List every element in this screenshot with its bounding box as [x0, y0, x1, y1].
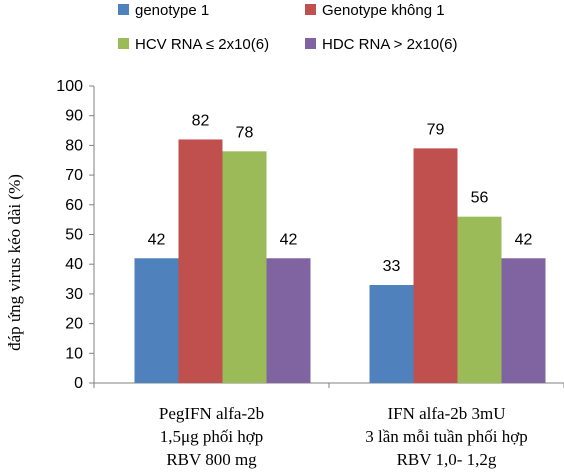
bar: [369, 284, 414, 383]
bar: [413, 148, 458, 383]
x-category-label: IFN alfa-2b 3mU: [387, 404, 505, 423]
data-label: 42: [148, 231, 166, 248]
y-tick-label: 80: [65, 137, 83, 154]
y-tick-label: 90: [65, 108, 83, 125]
y-tick-label: 20: [65, 316, 83, 333]
y-tick-label: 0: [74, 375, 83, 392]
x-category-label: PegIFN alfa-2b: [159, 404, 264, 423]
y-tick-label: 100: [56, 78, 83, 95]
y-tick-label: 30: [65, 286, 83, 303]
plot-area: 0 10 20 30 40 50 60 70 80 90 100 42 82 78 42 PegIFN alf…: [5, 78, 564, 469]
y-tick-label: 50: [65, 227, 83, 244]
legend-swatch: [305, 38, 316, 49]
x-category-label: RBV 800 mg: [166, 450, 257, 469]
x-category-label: 1,5μg phối hợp: [160, 427, 264, 446]
data-label: 42: [515, 231, 533, 248]
bar: [457, 216, 502, 383]
legend: genotype 1 Genotype không 1 HCV RNA ≤ 2x10…: [118, 2, 457, 53]
data-label: 78: [236, 124, 254, 141]
legend-label: HCV RNA ≤ 2x10(6): [135, 36, 269, 53]
data-label: 33: [383, 258, 401, 275]
data-label: 56: [471, 190, 489, 207]
y-axis-title: đáp ứng virus kéo dài (%): [5, 174, 24, 351]
legend-swatch: [118, 38, 129, 49]
bar: [134, 258, 179, 383]
data-label: 79: [427, 121, 445, 138]
bar: [501, 258, 546, 383]
legend-label: HDC RNA > 2x10(6): [322, 36, 457, 53]
data-label: 82: [192, 112, 210, 129]
data-label: 42: [280, 231, 298, 248]
y-tick-label: 40: [65, 256, 83, 273]
legend-swatch: [305, 4, 316, 15]
legend-label: genotype 1: [135, 2, 209, 19]
bar: [222, 151, 267, 383]
bar: [266, 258, 311, 383]
y-tick-label: 70: [65, 167, 83, 184]
x-category-label: 3 lần mỗi tuần phối hợp: [365, 427, 527, 446]
legend-swatch: [118, 4, 129, 15]
bar: [178, 139, 223, 383]
x-category-label: RBV 1,0- 1,2g: [397, 450, 497, 469]
y-tick-label: 10: [65, 345, 83, 362]
legend-label: Genotype không 1: [322, 2, 445, 19]
y-tick-label: 60: [65, 197, 83, 214]
